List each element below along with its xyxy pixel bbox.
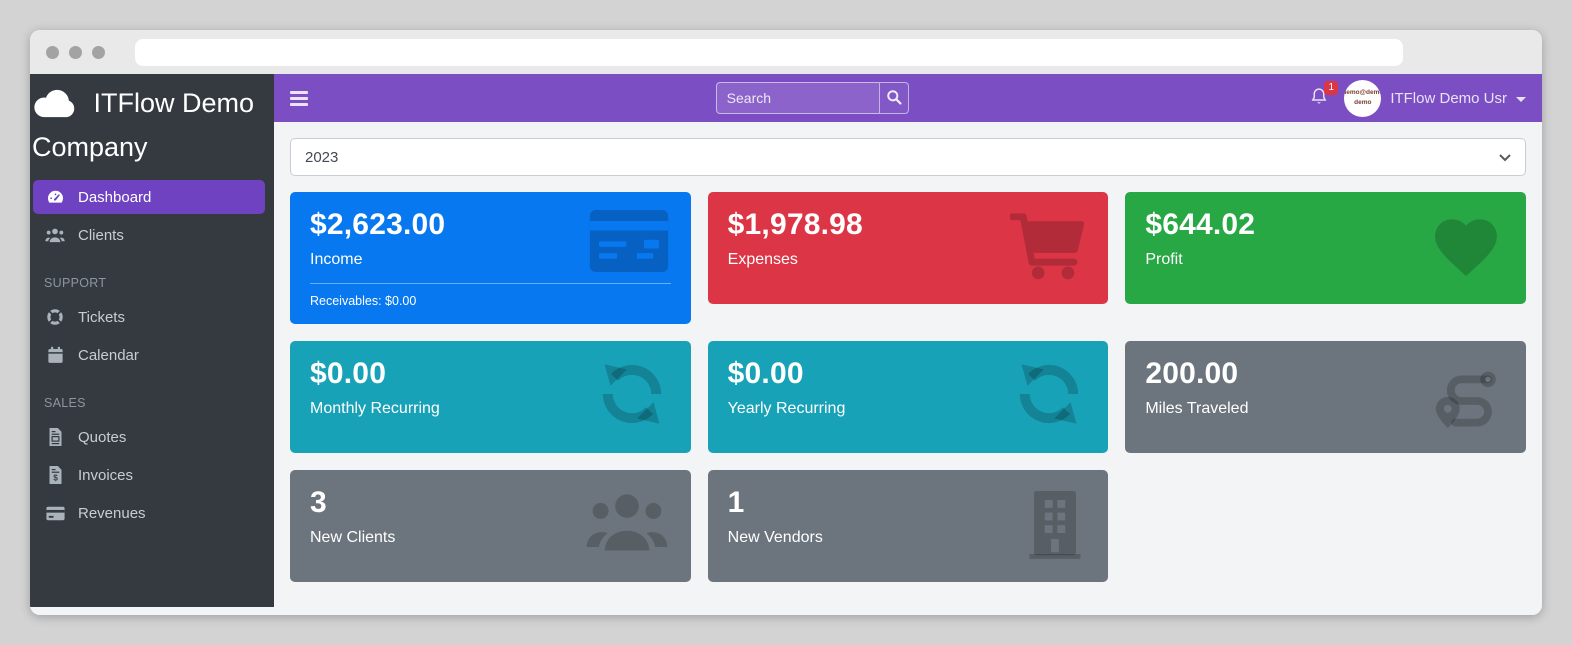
card-label: Expenses — [727, 251, 798, 268]
card-value: $0.00 — [727, 357, 804, 390]
url-bar[interactable] — [135, 38, 1403, 66]
stat-card-income[interactable]: $2,623.00 Income Receivables: $0.00 — [290, 192, 691, 324]
stat-card-new-clients[interactable]: 3 New Clients — [290, 470, 691, 582]
card-value: $2,623.00 — [310, 208, 446, 241]
sidebar-item-dashboard[interactable]: Dashboard — [33, 180, 265, 214]
stat-card-profit[interactable]: $644.02 Profit — [1125, 192, 1526, 304]
sidebar-item-label: Quotes — [78, 428, 127, 446]
card-label: New Clients — [310, 529, 396, 546]
route-icon — [1430, 359, 1504, 431]
user-name: ITFlow Demo Usr — [1390, 89, 1507, 107]
sidebar-item-revenues[interactable]: Revenues — [33, 496, 265, 530]
sidebar-item-label: Invoices — [78, 466, 134, 484]
stat-card-yearly-recurring[interactable]: $0.00 Yearly Recurring — [707, 341, 1109, 453]
search-form — [715, 82, 909, 114]
search-input[interactable] — [715, 82, 879, 114]
stat-card-expenses[interactable]: $1,978.98 Expenses — [707, 192, 1109, 304]
card-value: $644.02 — [1145, 208, 1256, 241]
dashboard-content: 2023 $2,623.00 Income — [274, 122, 1542, 615]
search-icon — [886, 89, 902, 108]
sidebar-item-tickets[interactable]: Tickets — [33, 300, 265, 334]
sync-icon — [1012, 359, 1086, 429]
browser-chrome — [30, 30, 1542, 74]
sidebar-item-label: Clients — [78, 226, 124, 244]
card-value: 3 — [310, 486, 327, 519]
sidebar-section-sales: SALES — [44, 396, 86, 410]
sync-icon — [595, 359, 669, 429]
user-menu-dropdown[interactable]: demo@demo demo ITFlow Demo Usr — [1344, 79, 1526, 117]
card-label: Miles Traveled — [1145, 400, 1249, 417]
card-label: Monthly Recurring — [310, 400, 440, 417]
avatar: demo@demo demo — [1344, 79, 1382, 117]
file-invoice-icon — [43, 428, 67, 446]
sidebar-item-clients[interactable]: Clients — [33, 218, 265, 252]
window-control-dot-1[interactable] — [46, 45, 59, 59]
sidebar-item-quotes[interactable]: Quotes — [33, 420, 265, 454]
window-control-dot-2[interactable] — [69, 45, 82, 59]
year-select[interactable]: 2023 — [290, 138, 1526, 176]
hamburger-icon — [290, 90, 308, 94]
card-label: New Vendors — [727, 529, 823, 546]
notifications-button[interactable]: 1 — [1308, 80, 1339, 112]
bell-icon — [1310, 87, 1328, 110]
calendar-icon — [43, 346, 67, 364]
sidebar-item-invoices[interactable]: $ Invoices — [33, 458, 265, 492]
sidebar-item-label: Calendar — [78, 346, 139, 364]
stat-card-miles-traveled[interactable]: 200.00 Miles Traveled — [1125, 341, 1526, 453]
notification-badge: 1 — [1324, 80, 1339, 95]
chevron-down-icon — [1499, 149, 1511, 166]
svg-text:$: $ — [53, 474, 58, 483]
heart-icon — [1428, 210, 1504, 278]
year-select-value: 2023 — [305, 148, 339, 166]
life-ring-icon — [43, 308, 67, 326]
sidebar-item-label: Tickets — [78, 308, 125, 326]
credit-card-icon — [43, 506, 67, 521]
card-label: Profit — [1145, 251, 1183, 268]
cloud-icon — [32, 89, 86, 124]
users-icon — [585, 488, 669, 554]
file-invoice-dollar-icon: $ — [43, 466, 67, 484]
tachometer-icon — [43, 188, 67, 207]
card-value: $1,978.98 — [727, 208, 863, 241]
building-icon — [1024, 488, 1086, 560]
card-value: $0.00 — [310, 357, 387, 390]
shopping-cart-icon — [1010, 210, 1086, 280]
sidebar-item-label: Revenues — [78, 504, 146, 522]
navbar-right: 1 demo@demo demo ITFlow Demo Usr — [1308, 79, 1526, 117]
stat-card-new-vendors[interactable]: 1 New Vendors — [707, 470, 1109, 582]
search-button[interactable] — [878, 82, 909, 114]
card-label: Yearly Recurring — [727, 400, 846, 417]
caret-down-icon — [1516, 96, 1526, 102]
card-footer: Receivables: $0.00 — [310, 283, 671, 308]
stat-card-monthly-recurring[interactable]: $0.00 Monthly Recurring — [290, 341, 691, 453]
brand-label: ITFlow Demo Company — [32, 88, 255, 162]
menu-toggle-button[interactable] — [290, 87, 316, 109]
brand[interactable]: ITFlow Demo Company — [30, 74, 274, 178]
card-value: 1 — [727, 486, 745, 519]
window-control-dot-3[interactable] — [92, 45, 105, 59]
credit-card-icon — [589, 210, 669, 272]
sidebar-item-label: Dashboard — [78, 188, 152, 206]
stat-card-grid: $2,623.00 Income Receivables: $0.00 $1,9… — [290, 192, 1526, 582]
card-value: 200.00 — [1145, 357, 1239, 390]
card-label: Income — [310, 251, 363, 268]
sidebar-item-calendar[interactable]: Calendar — [33, 338, 265, 372]
sidebar-section-support: SUPPORT — [44, 276, 107, 290]
app: ITFlow Demo Company Dashboard Clients SU… — [30, 74, 1542, 615]
top-navbar: 1 demo@demo demo ITFlow Demo Usr — [274, 74, 1542, 122]
users-icon — [43, 227, 67, 243]
sidebar: ITFlow Demo Company Dashboard Clients SU… — [30, 74, 274, 607]
browser-window: ITFlow Demo Company Dashboard Clients SU… — [30, 30, 1542, 615]
